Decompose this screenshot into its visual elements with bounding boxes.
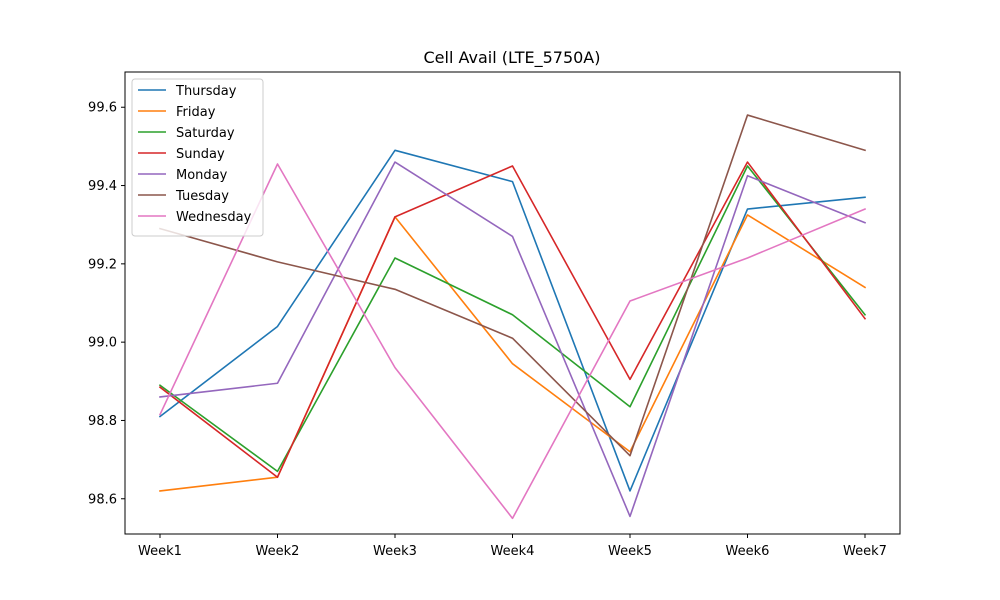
y-tick-label: 99.0 — [88, 336, 117, 351]
x-tick-label: Week4 — [491, 544, 535, 559]
plot-area — [158, 114, 867, 520]
x-tick-label: Week2 — [256, 544, 300, 559]
y-tick-label: 99.2 — [88, 257, 117, 272]
series-line-sunday — [158, 161, 867, 479]
series-line-thursday — [158, 149, 866, 492]
y-tick-label: 98.8 — [88, 414, 117, 429]
legend-label-tuesday: Tuesday — [175, 189, 229, 204]
series-line-tuesday — [159, 114, 866, 457]
x-tick-label: Week1 — [138, 544, 182, 559]
legend-label-saturday: Saturday — [176, 126, 235, 141]
legend-label-sunday: Sunday — [176, 147, 225, 162]
x-tick-label: Week6 — [726, 544, 770, 559]
legend-label-monday: Monday — [176, 168, 228, 183]
legend-box — [131, 78, 264, 237]
chart-title: Cell Avail (LTE_5750A) — [424, 48, 601, 68]
series-line-wednesday — [158, 163, 867, 520]
legend-label-friday: Friday — [176, 105, 216, 120]
axes: Week1 Week2 Week3 Week4 Week5 Week6 Week7 98.6 9… — [88, 71, 901, 559]
x-tick-label: Week5 — [608, 544, 652, 559]
legend: Thursday Friday Saturday Sunday Monday Tuesda… — [131, 78, 264, 237]
y-tick-label: 99.6 — [88, 101, 117, 116]
legend-label-wednesday: Wednesday — [176, 210, 252, 225]
y-tick-label: 98.6 — [88, 492, 117, 507]
legend-label-thursday: Thursday — [175, 84, 237, 99]
series-line-monday — [159, 161, 867, 518]
y-tick-label: 99.4 — [88, 179, 117, 194]
series-line-saturday — [158, 165, 867, 473]
x-tick-label: Week7 — [843, 544, 887, 559]
x-tick-label: Week3 — [373, 544, 417, 559]
